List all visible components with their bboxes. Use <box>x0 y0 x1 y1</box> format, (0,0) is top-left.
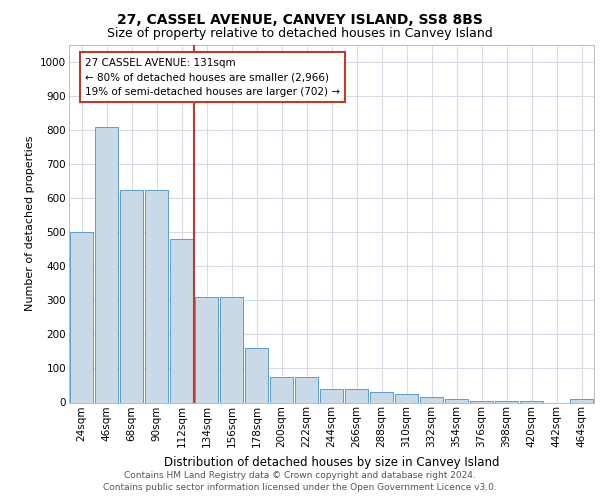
Bar <box>170 239 193 402</box>
Bar <box>320 389 343 402</box>
Y-axis label: Number of detached properties: Number of detached properties <box>25 136 35 312</box>
Bar <box>445 399 468 402</box>
Bar <box>245 348 268 403</box>
Bar <box>95 126 118 402</box>
Bar <box>120 190 143 402</box>
Bar <box>145 190 168 402</box>
Text: Size of property relative to detached houses in Canvey Island: Size of property relative to detached ho… <box>107 28 493 40</box>
Bar <box>270 377 293 402</box>
X-axis label: Distribution of detached houses by size in Canvey Island: Distribution of detached houses by size … <box>164 456 499 468</box>
Text: Contains HM Land Registry data © Crown copyright and database right 2024.
Contai: Contains HM Land Registry data © Crown c… <box>103 471 497 492</box>
Bar <box>295 377 318 402</box>
Bar <box>495 401 518 402</box>
Bar <box>345 389 368 402</box>
Bar <box>395 394 418 402</box>
Bar <box>370 392 393 402</box>
Text: 27 CASSEL AVENUE: 131sqm
← 80% of detached houses are smaller (2,966)
19% of sem: 27 CASSEL AVENUE: 131sqm ← 80% of detach… <box>85 58 340 97</box>
Bar <box>570 399 593 402</box>
Bar <box>195 297 218 403</box>
Bar <box>220 297 243 403</box>
Text: 27, CASSEL AVENUE, CANVEY ISLAND, SS8 8BS: 27, CASSEL AVENUE, CANVEY ISLAND, SS8 8B… <box>117 12 483 26</box>
Bar <box>420 398 443 402</box>
Bar <box>470 401 493 402</box>
Bar <box>70 232 93 402</box>
